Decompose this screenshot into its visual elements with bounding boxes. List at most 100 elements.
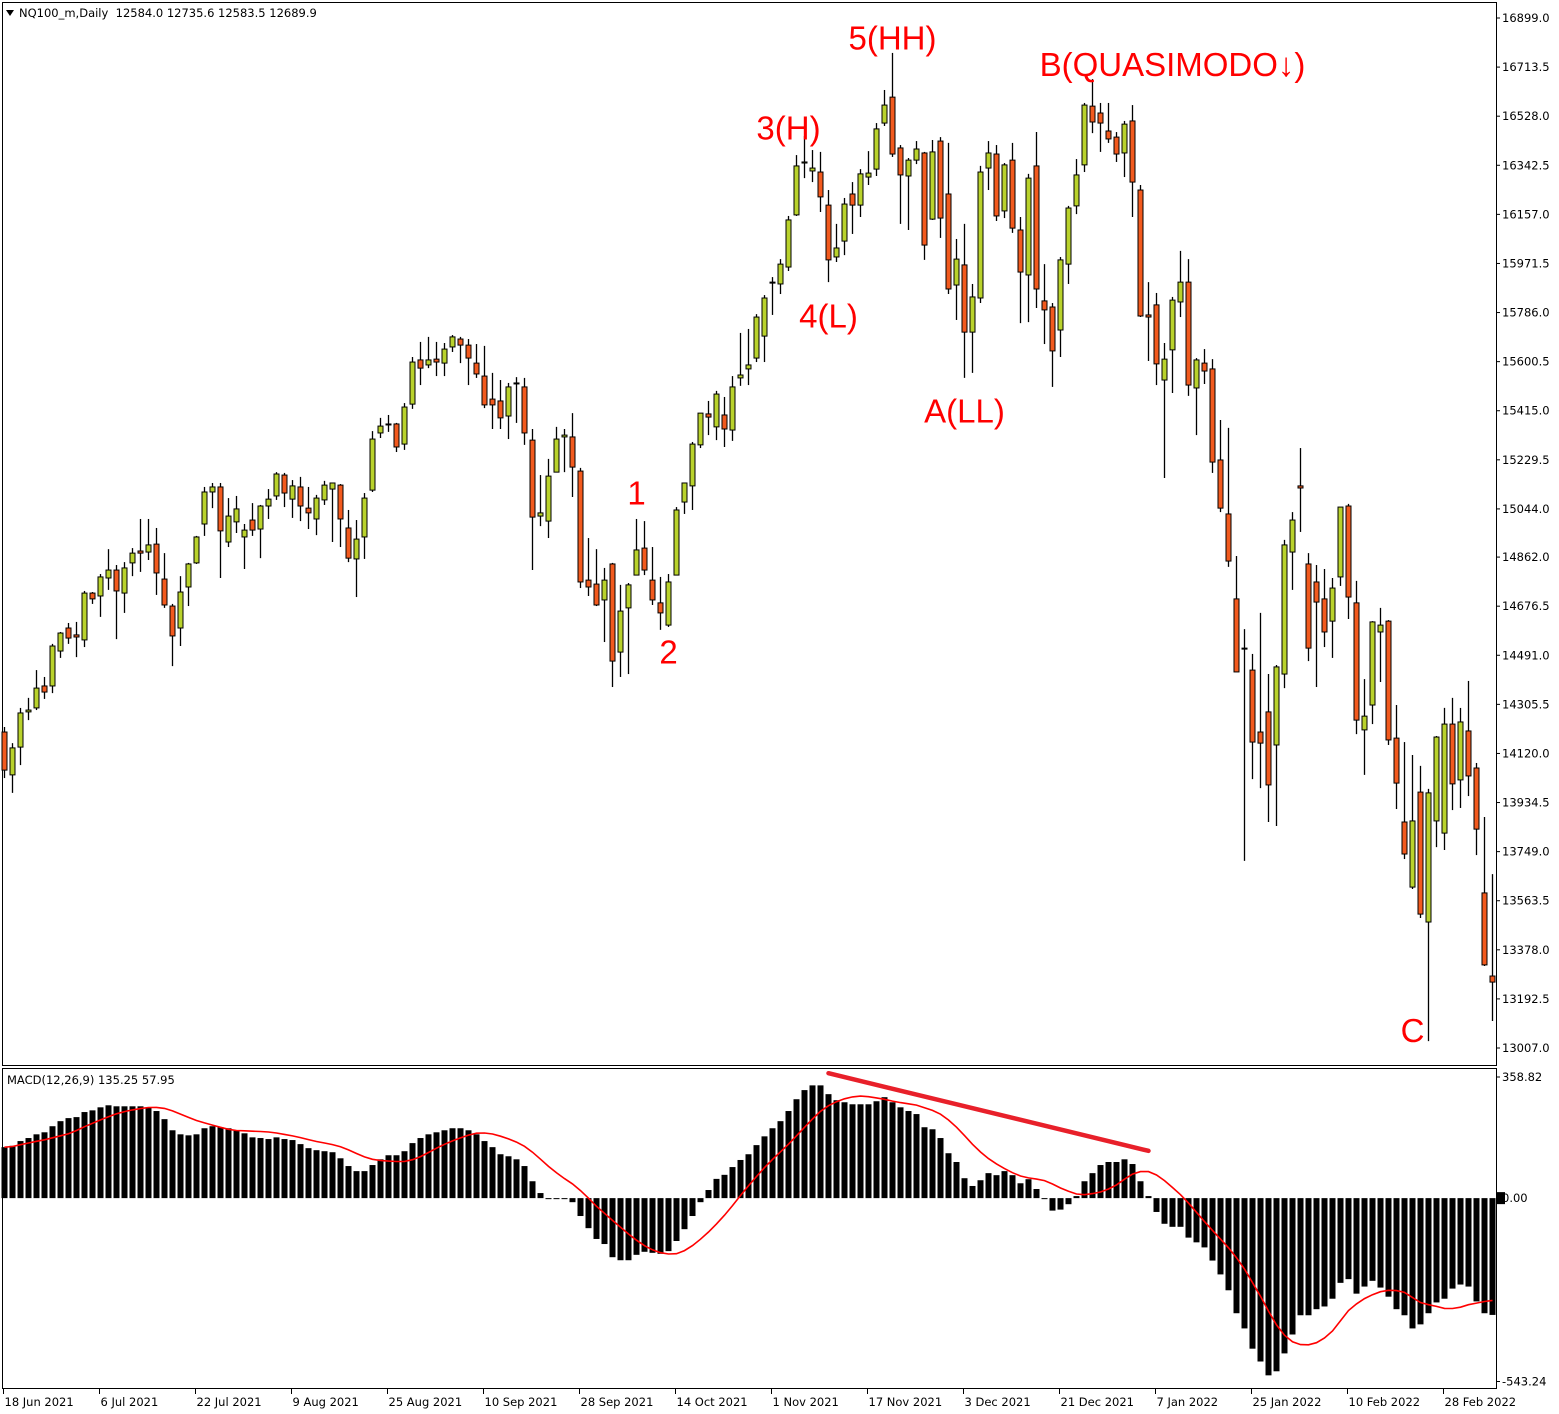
candle [577, 467, 584, 589]
candle-body-bear [1449, 723, 1456, 785]
macd-bar [1353, 1198, 1360, 1294]
candle [385, 414, 392, 432]
macd-bar [209, 1126, 216, 1199]
candle-body-bull [1121, 123, 1128, 154]
wave-label: 2 [659, 633, 677, 670]
candle-body-bear [529, 439, 536, 518]
candle-body-bear [281, 474, 288, 494]
candle [1289, 512, 1296, 590]
macd-zero-marker [1497, 1192, 1505, 1205]
price-tick-label: 15229.5 [1502, 453, 1550, 467]
candle [81, 590, 88, 648]
macd-bar [449, 1128, 456, 1199]
time-axis[interactable]: 18 Jun 2021 6 Jul 2021 22 Jul 2021 9 Aug 20… [3, 1389, 1517, 1409]
macd-divergence-trendline[interactable] [826, 1070, 1151, 1154]
macd-bar [545, 1198, 552, 1200]
macd-bar [473, 1134, 480, 1199]
macd-bar [489, 1147, 496, 1199]
candle [1217, 419, 1224, 513]
macd-bar [1009, 1175, 1016, 1199]
macd-bar [977, 1180, 984, 1199]
candle-body-bull [241, 529, 248, 538]
candle [897, 145, 904, 224]
price-tick-label: 15044.0 [1502, 502, 1550, 516]
candle [361, 493, 368, 559]
candle-body-bull [865, 172, 872, 178]
macd-bar [417, 1138, 424, 1199]
macd-bar [1289, 1198, 1296, 1335]
candle-body-bear [993, 153, 1000, 217]
price-tick-label: 14305.5 [1502, 697, 1550, 711]
candle [753, 314, 760, 363]
candle-body-bull [1025, 177, 1032, 276]
macd-bar [1257, 1198, 1264, 1362]
candle-body-bull [737, 374, 744, 379]
macd-bar [121, 1106, 128, 1199]
candle-body-bear [305, 507, 312, 514]
candle [1201, 349, 1208, 385]
macd-bar [953, 1162, 960, 1199]
macd-bar [1057, 1198, 1064, 1210]
macd-bar [457, 1128, 464, 1199]
macd-bar [401, 1151, 408, 1199]
macd-axis[interactable]: 358.82 0.00 -543.24 [1496, 1070, 1546, 1389]
macd-bar [169, 1130, 176, 1199]
candle-body-bear [457, 338, 464, 346]
candle-body-bear [1105, 130, 1112, 140]
time-tick-label: 25 Jan 2022 [1253, 1395, 1322, 1409]
candle [1225, 427, 1232, 567]
candle-body-bull [929, 151, 936, 220]
candle [1177, 250, 1184, 318]
candle-body-bear [937, 140, 944, 219]
macd-bar [89, 1110, 96, 1199]
candle-body-bear [1, 731, 8, 771]
candle [617, 584, 624, 677]
collapse-triangle-icon[interactable] [6, 10, 14, 16]
price-tick-label: 16528.0 [1502, 109, 1550, 123]
candle-body-bull [441, 348, 448, 364]
macd-bar [881, 1097, 888, 1199]
price-axis[interactable]: 16899.0 16713.5 16528.0 16342.5 16157.0 15971… [1496, 11, 1550, 1055]
macd-bar [873, 1101, 880, 1199]
macd-bar [945, 1153, 952, 1199]
macd-bar [257, 1138, 264, 1199]
candle [673, 507, 680, 576]
candle-body-bull [353, 538, 360, 560]
candle [17, 707, 24, 766]
macd-bar [193, 1134, 200, 1199]
macd-bar [1321, 1198, 1328, 1307]
candles [1, 52, 1496, 1042]
candle-body-bear [593, 583, 600, 606]
candle-body-bull [425, 359, 432, 366]
candle [1441, 707, 1448, 851]
candle [1105, 102, 1112, 143]
macd-tick-label: -543.24 [1502, 1375, 1546, 1389]
candle [657, 576, 664, 630]
candle [1097, 102, 1104, 152]
candle-body-bull [985, 152, 992, 169]
macd-bar [1169, 1198, 1176, 1227]
candle [529, 428, 536, 571]
candle-body-bear [1089, 105, 1096, 123]
candle-body-bull [977, 171, 984, 299]
candle [737, 332, 744, 386]
candle [241, 524, 248, 569]
macd-bar [1361, 1198, 1368, 1287]
candle [985, 141, 992, 191]
candle-body-bear [585, 579, 592, 588]
candle [417, 341, 424, 386]
candle [905, 157, 912, 230]
candle-body-bear [1009, 159, 1016, 229]
candle-body-bear [417, 359, 424, 369]
price-panel[interactable]: 1 2 3(H) 4(L) 5(HH) A(LL) B(QUASIMODO↓) C NQ100… [1, 2, 1497, 1066]
macd-panel[interactable]: MACD(12,26,9) 135.25 57.95 [1, 1068, 1497, 1389]
candle [537, 475, 544, 527]
price-tick-label: 15971.5 [1502, 256, 1550, 270]
candle-body-bear [113, 569, 120, 592]
macd-bar [1089, 1173, 1096, 1199]
macd-bar [1217, 1198, 1224, 1275]
candle-body-bull [369, 438, 376, 491]
time-tick-label: 28 Sep 2021 [581, 1395, 654, 1409]
macd-bar [745, 1154, 752, 1199]
candle-body-bull [745, 364, 752, 370]
